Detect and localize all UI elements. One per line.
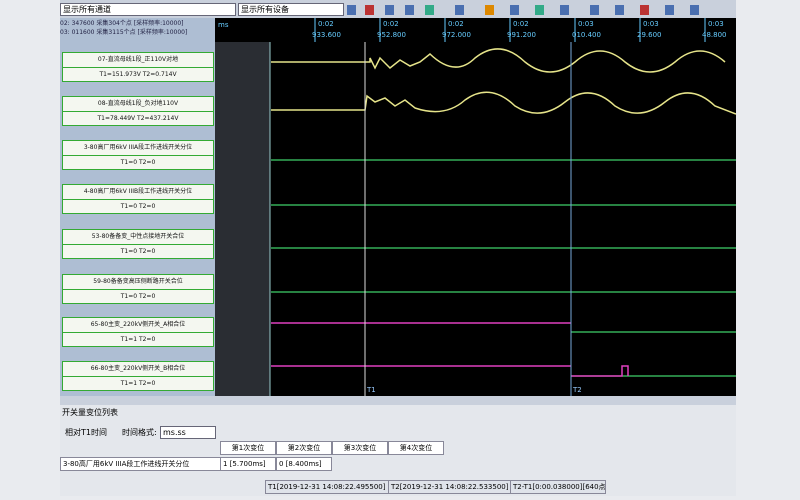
channel-box[interactable]: 66-80主变_220kV侧开关_B相合位 T1=1 T2=0 [62, 361, 214, 391]
format-select[interactable]: ms.ss [160, 426, 216, 439]
channel-name: 66-80主变_220kV侧开关_B相合位 [63, 362, 213, 377]
ruler-label: 0:03 [578, 20, 594, 28]
channel-box[interactable]: 53-80备备变_中性点接地开关合位 T1=0 T2=0 [62, 229, 214, 259]
channel-values: T1=1 T2=0 [120, 336, 156, 343]
ruler-label: 0:02 [513, 20, 529, 28]
channel-box[interactable]: 3-80高厂用6kV IIIA段工作进线开关分位 T1=0 T2=0 [62, 140, 214, 170]
ruler-label: 010.400 [572, 31, 601, 39]
ruler-label: 933.600 [312, 31, 341, 39]
channel-name: 59-80备备变高压侧断路开关合位 [63, 275, 213, 290]
channel-values: T1=1 T2=0 [120, 380, 156, 387]
ruler-label: 0:02 [383, 20, 399, 28]
time-mode[interactable]: 相对T1时间 [65, 428, 107, 437]
status-field: T1[2019-12-31 14:08:22.495500] [265, 480, 389, 494]
column-header: 第2次变位 [276, 441, 332, 455]
channel-filter[interactable]: 显示所有通道 [60, 3, 236, 16]
ruler-label: 0:02 [448, 20, 464, 28]
panel-title: 开关量变位列表 [62, 408, 118, 417]
ruler-label: 972.000 [442, 31, 471, 39]
channel-box[interactable]: 65-80主变_220kV侧开关_A相合位 T1=1 T2=0 [62, 317, 214, 347]
channel-values: T1=0 T2=0 [120, 248, 156, 255]
channel-box[interactable]: 59-80备备变高压侧断路开关合位 T1=0 T2=0 [62, 274, 214, 304]
channel-name: 07-直流母线1段_正110V对地 [63, 53, 213, 68]
status-field: T2[2019-12-31 14:08:22.533500] [388, 480, 512, 494]
change-table: 第1次变位 第2次变位 第3次变位 第4次变位 3-80高厂用6kV IIIA段工作进线… [60, 441, 736, 477]
cursor-label: T1 [366, 386, 376, 394]
change-list-panel: 开关量变位列表 相对T1时间 时间格式: ms.ss 第1次变位 第2次变位 第3次… [60, 405, 736, 496]
channel-box[interactable]: 08-直流母线1段_负对地110V T1=78.449V T2=437.214V [62, 96, 214, 126]
ruler-label: 0:03 [643, 20, 659, 28]
ruler-label: 991.200 [507, 31, 536, 39]
status-field: T2-T1[0:00.038000][640点] [510, 480, 606, 494]
column-header: 第1次变位 [220, 441, 276, 455]
header-line: 03: 011600 采集3115个点 [采样频率:10000] [60, 29, 188, 36]
column-header: 第4次变位 [388, 441, 444, 455]
waveform-area: ms 0:02 933.600 0:02 952.800 0:02 972.000 0:02… [215, 18, 736, 396]
ruler-unit: ms [218, 21, 229, 29]
ruler-label: 952.800 [377, 31, 406, 39]
table-cell: 1 [5.700ms] [220, 457, 276, 471]
ruler-label: 0:03 [708, 20, 724, 28]
channel-values: T1=151.973V T2=0.714V [99, 71, 177, 78]
app-window: 显示所有通道 显示所有设备 02: 347600 采集304个点 [采样频率:1… [60, 0, 736, 496]
channel-box[interactable]: 4-80高厂用6kV IIIB段工作进线开关分位 T1=0 T2=0 [62, 184, 214, 214]
channel-values: T1=0 T2=0 [120, 293, 156, 300]
ruler-label: 48.800 [702, 31, 727, 39]
channel-values: T1=0 T2=0 [120, 203, 156, 210]
ruler-label: 0:02 [318, 20, 334, 28]
toolbar-icons [347, 5, 699, 15]
header-line: 02: 347600 采集304个点 [采样频率:10000] [60, 20, 184, 27]
device-filter[interactable]: 显示所有设备 [238, 3, 344, 16]
channel-name: 65-80主变_220kV侧开关_A相合位 [63, 318, 213, 333]
cursor-label: T2 [572, 386, 582, 394]
channel-name: 08-直流母线1段_负对地110V [63, 97, 213, 112]
channel-box[interactable]: 07-直流母线1段_正110V对地 T1=151.973V T2=0.714V [62, 52, 214, 82]
status-bar: T1[2019-12-31 14:08:22.495500] T2[2019-12… [60, 477, 736, 495]
channel-values: T1=78.449V T2=437.214V [97, 115, 179, 122]
channel-list: 02: 347600 采集304个点 [采样频率:10000] 03: 0116… [60, 18, 215, 396]
table-cell: 0 [8.400ms] [276, 457, 332, 471]
channel-name: 53-80备备变_中性点接地开关合位 [63, 230, 213, 245]
format-label: 时间格式: [122, 428, 157, 437]
channel-values: T1=0 T2=0 [120, 159, 156, 166]
ruler-label: 29.600 [637, 31, 662, 39]
channel-name: 3-80高厂用6kV IIIA段工作进线开关分位 [63, 141, 213, 156]
channel-name: 4-80高厂用6kV IIIB段工作进线开关分位 [63, 185, 213, 200]
column-header: 第3次变位 [332, 441, 388, 455]
table-cell: 3-80高厂用6kV IIIA段工作进线开关分位 [60, 457, 221, 471]
